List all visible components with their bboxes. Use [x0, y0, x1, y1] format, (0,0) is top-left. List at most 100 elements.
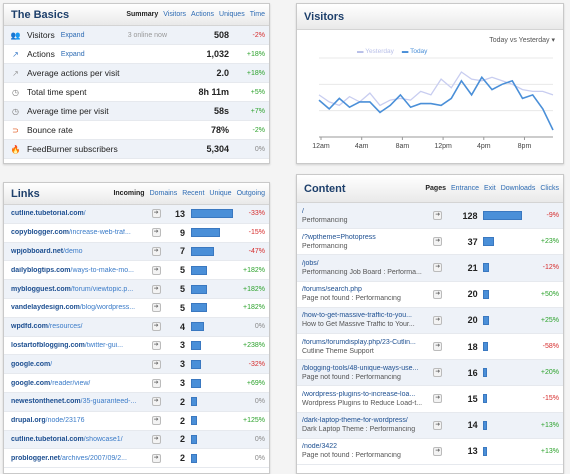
metric-label: Average actions per visit	[27, 68, 120, 78]
page-count: 13	[467, 446, 478, 457]
page-count: 20	[467, 289, 478, 300]
arrow-right-icon[interactable]: ➜	[433, 446, 443, 456]
arrow-right-icon[interactable]: ➜	[433, 368, 443, 378]
referrer-link[interactable]: cutline.tubetorial.com/showcase1/	[11, 436, 152, 443]
referrer-path: /	[83, 210, 86, 218]
expand-link[interactable]: Expand	[60, 31, 85, 39]
referrer-path: /twitter-gui...	[84, 341, 124, 349]
arrow-right-icon[interactable]: ➜	[151, 228, 161, 238]
arrow-right-icon[interactable]: ➜	[151, 322, 161, 332]
arrow-right-icon[interactable]: ➜	[433, 420, 443, 430]
arrow-right-icon[interactable]: ➜	[433, 289, 443, 299]
referrer-link[interactable]: newestonthenet.com/35-guaranteed-...	[11, 398, 152, 405]
page-entry: /how-to-get-massive-traffic-to-you... How…	[302, 312, 433, 328]
page-url-link[interactable]: /dark-laptop-theme-for-wordpress/	[302, 417, 408, 425]
link-change: +182%	[243, 266, 265, 274]
arrow-right-icon[interactable]: ➜	[151, 303, 161, 313]
content-row: /dark-laptop-theme-for-wordpress/Dark La…	[297, 412, 563, 439]
referrer-link[interactable]: copyblogger.com/increase-web-traf...	[11, 229, 152, 236]
link-count: 2	[179, 453, 185, 464]
arrow-right-icon[interactable]: ➜	[151, 434, 161, 444]
tab-incoming[interactable]: Incoming	[113, 190, 145, 197]
link-row: copyblogger.com/increase-web-traf... ➜ 9 -1…	[4, 224, 269, 243]
arrow-right-icon[interactable]: ➜	[433, 211, 443, 221]
referrer-path: /35-guaranteed-...	[80, 398, 137, 406]
tab-unique[interactable]: Unique	[209, 190, 232, 197]
arrow-right-icon[interactable]: ➜	[151, 209, 161, 219]
arrow-right-icon[interactable]: ➜	[433, 263, 443, 273]
page-url-link[interactable]: /wordpress-plugins-to-increase-loa...	[302, 390, 416, 398]
tab-recent[interactable]: Recent	[182, 190, 205, 197]
page-count: 20	[467, 315, 478, 326]
tab-clicks[interactable]: Clicks	[540, 185, 559, 192]
referrer-link[interactable]: google.com/	[11, 361, 152, 368]
arrow-right-icon[interactable]: ➜	[433, 237, 443, 247]
arrow-right-icon[interactable]: ➜	[151, 416, 161, 426]
links-panel: Links Incoming Domains Recent Unique Outgoin…	[3, 182, 270, 474]
link-change: 0%	[254, 323, 265, 331]
link-bar	[190, 284, 208, 294]
page-entry: /forums/forumdisplay.php/23-Cutlin... Cut…	[302, 339, 433, 355]
arrow-right-icon[interactable]: ➜	[151, 246, 161, 256]
referrer-link[interactable]: wpdfd.com/resources/	[11, 323, 152, 330]
page-url-link[interactable]: /forums/search.php	[302, 286, 362, 294]
tab-outgoing[interactable]: Outgoing	[236, 190, 265, 197]
page-url-link[interactable]: /?wptheme=Photopress	[302, 233, 376, 241]
metric-value: 78%	[210, 125, 229, 135]
page-url-link[interactable]: /jobs/	[302, 259, 319, 267]
page-url-link[interactable]: /	[302, 207, 304, 215]
tab-downloads[interactable]: Downloads	[500, 185, 536, 192]
page-title: Page not found : Performancing	[302, 452, 401, 460]
tab-visitors[interactable]: Visitors	[163, 11, 187, 18]
page-url-link[interactable]: /forums/forumdisplay.php/23-Cutlin...	[302, 338, 416, 346]
referrer-link[interactable]: wpjobboard.net/demo	[11, 248, 152, 255]
tab-uniques[interactable]: Uniques	[219, 11, 245, 18]
referrer-link[interactable]: myblogguest.com/forum/viewtopic.p...	[11, 286, 152, 293]
metric-change: 0%	[254, 145, 265, 153]
arrow-right-icon[interactable]: ➜	[433, 394, 443, 404]
arrow-right-icon[interactable]: ➜	[151, 340, 161, 350]
tab-entrance[interactable]: Entrance	[450, 185, 480, 192]
referrer-link[interactable]: problogger.net/archives/2007/09/2...	[11, 455, 152, 462]
referrer-link[interactable]: lostartofblogging.com/twitter-gui...	[11, 342, 152, 349]
page-change: -9%	[546, 212, 559, 220]
chart-legend: ▬ Yesterday ▬ Today	[357, 48, 427, 55]
x-tick-label: 8pm	[518, 143, 532, 150]
tab-exit[interactable]: Exit	[484, 185, 496, 192]
page-change: +13%	[540, 447, 559, 455]
arrow-right-icon[interactable]: ➜	[151, 453, 161, 463]
referrer-link[interactable]: vandelaydesign.com/blog/wordpress...	[11, 304, 152, 311]
page-url-link[interactable]: /how-to-get-massive-traffic-to-you...	[302, 312, 412, 320]
page-change: -12%	[542, 264, 559, 272]
expand-link[interactable]: Expand	[60, 50, 85, 58]
referrer-link[interactable]: cutline.tubetorial.com/	[11, 210, 152, 217]
arrow-right-icon[interactable]: ➜	[151, 397, 161, 407]
page-bar-track	[482, 211, 522, 221]
arrow-right-icon[interactable]: ➜	[151, 378, 161, 388]
metric-change: -2%	[252, 126, 265, 134]
clock-icon: ◷	[12, 87, 19, 97]
link-bar-track	[190, 265, 233, 275]
x-tick-label: 4am	[355, 143, 369, 150]
arrow-right-icon[interactable]: ➜	[151, 359, 161, 369]
arrow-right-icon[interactable]: ➜	[433, 315, 443, 325]
arrow-right-icon[interactable]: ➜	[151, 265, 161, 275]
tab-summary[interactable]: Summary	[126, 11, 159, 18]
arrow-right-icon[interactable]: ➜	[433, 342, 443, 352]
compare-dropdown[interactable]: Today vs Yesterday ▾	[489, 37, 555, 44]
referrer-link[interactable]: google.com/reader/view/	[11, 380, 152, 387]
page-url-link[interactable]: /blogging-tools/48-unique-ways-use...	[302, 364, 419, 372]
basics-row: ↗ Average actions per visit 2.0 +18%	[4, 64, 269, 83]
referrer-link[interactable]: dailyblogtips.com/ways-to-make-mo...	[11, 267, 152, 274]
tab-time[interactable]: Time	[249, 11, 265, 18]
link-bar-track	[190, 209, 234, 219]
basics-row: ◷ Total time spent 8h 11m +5%	[4, 83, 269, 102]
arrow-right-icon[interactable]: ➜	[151, 284, 161, 294]
tab-actions[interactable]: Actions	[191, 11, 215, 18]
tab-pages[interactable]: Pages	[425, 185, 446, 192]
referrer-domain: google.com	[11, 379, 51, 387]
tab-domains[interactable]: Domains	[149, 190, 178, 197]
referrer-domain: cutline.tubetorial.com	[11, 435, 84, 443]
referrer-link[interactable]: drupal.org/node/23176	[11, 417, 152, 424]
page-url-link[interactable]: /node/3422	[302, 443, 338, 451]
